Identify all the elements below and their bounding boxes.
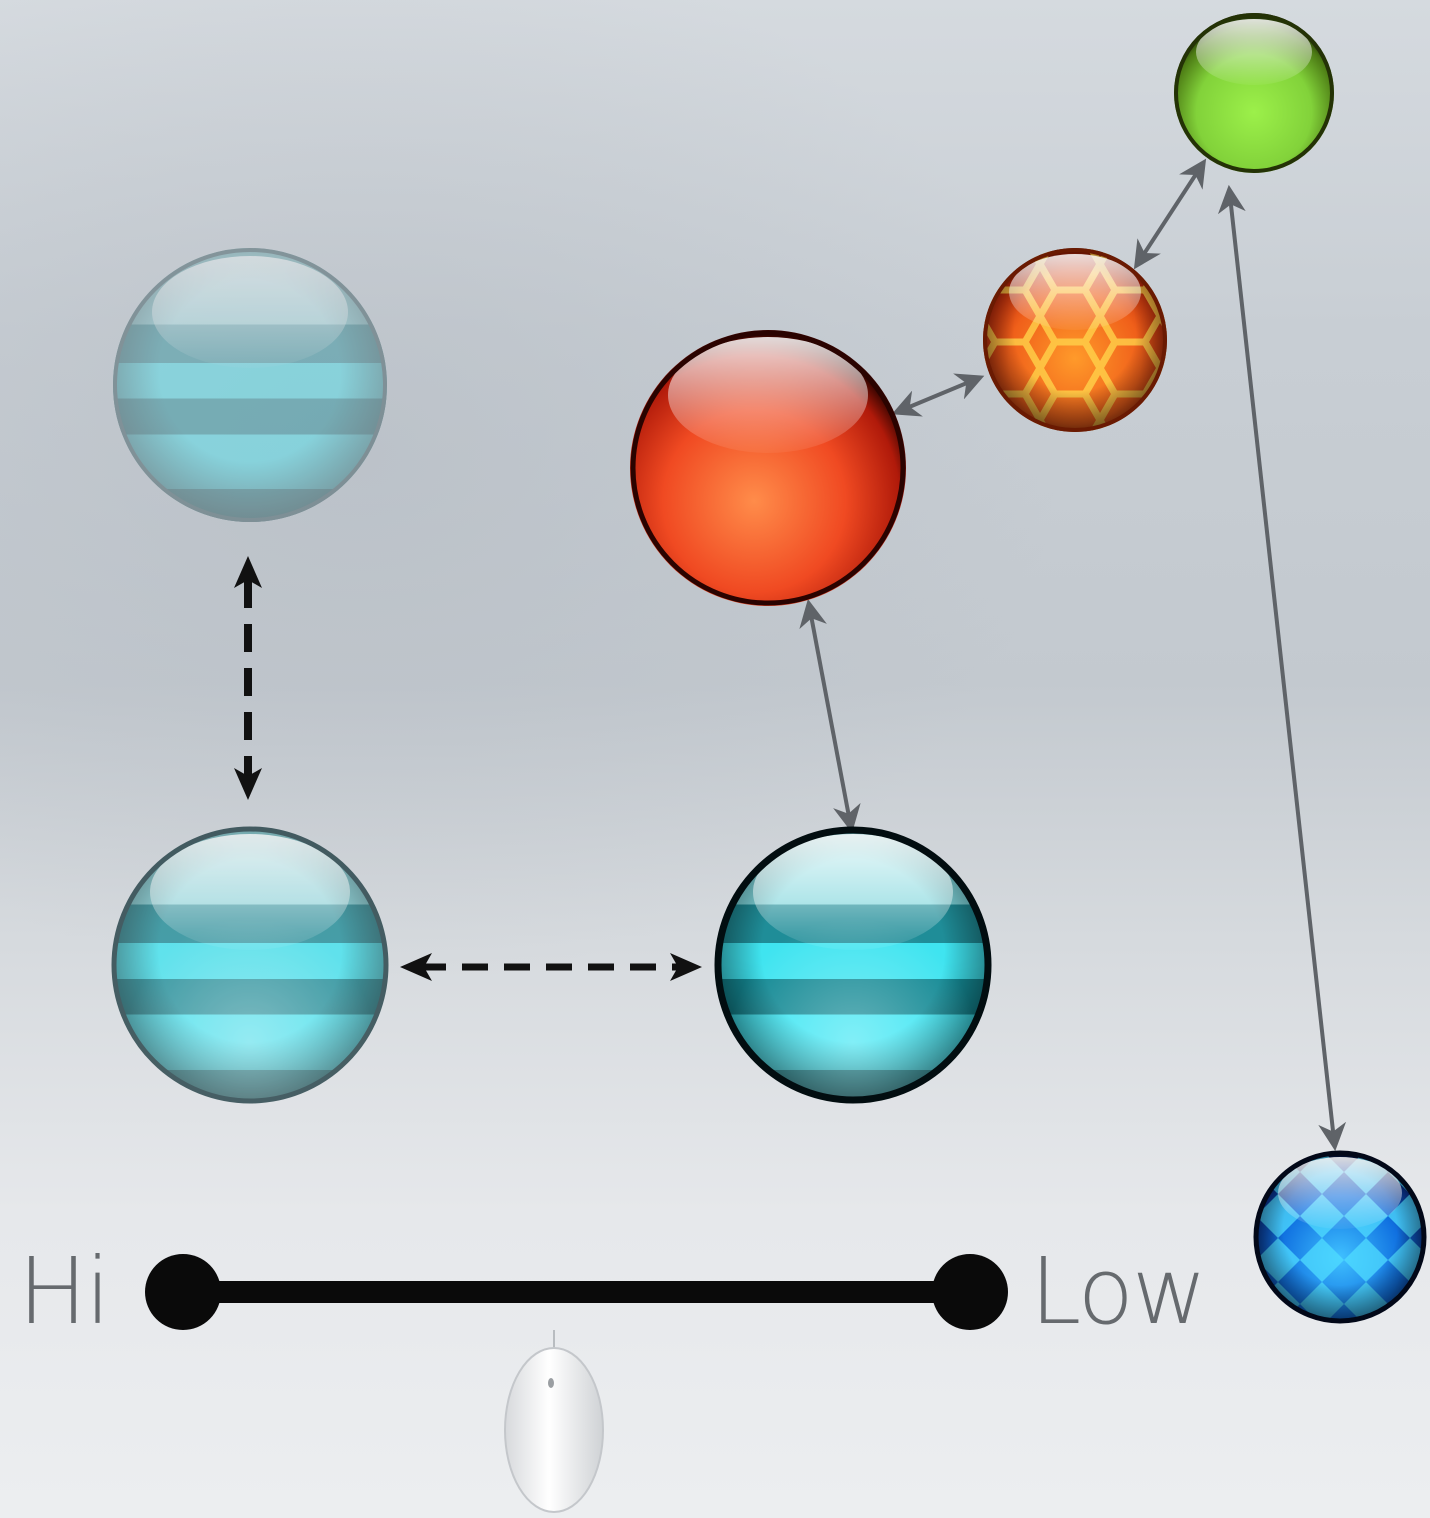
cyan-striped-sphere-faded xyxy=(113,248,387,522)
solid-arrow-red-to-cyan xyxy=(799,598,861,834)
slider-hi-label: Hi xyxy=(18,1238,111,1345)
solid-arrow-green-to-blue xyxy=(1217,184,1347,1152)
dashed-vertical-arrow xyxy=(234,556,262,800)
orange-honeycomb-sphere xyxy=(983,248,1167,432)
slider-low-label: Low xyxy=(1030,1238,1207,1345)
slider-low-endpoint[interactable] xyxy=(932,1254,1008,1330)
green-glossy-sphere xyxy=(1174,13,1334,173)
cyan-striped-sphere-glossy xyxy=(714,826,992,1104)
hi-low-slider[interactable] xyxy=(145,1254,1008,1330)
blue-diamond-sphere xyxy=(1253,1150,1427,1324)
slider-hi-endpoint[interactable] xyxy=(145,1254,221,1330)
red-glossy-sphere xyxy=(630,330,906,606)
solid-arrow-red-to-orange xyxy=(891,373,985,417)
solid-arrow-orange-to-green xyxy=(1133,158,1207,270)
mouse-icon xyxy=(504,1330,604,1513)
dashed-horizontal-arrow xyxy=(400,953,702,981)
cyan-striped-sphere-medium xyxy=(111,826,389,1104)
